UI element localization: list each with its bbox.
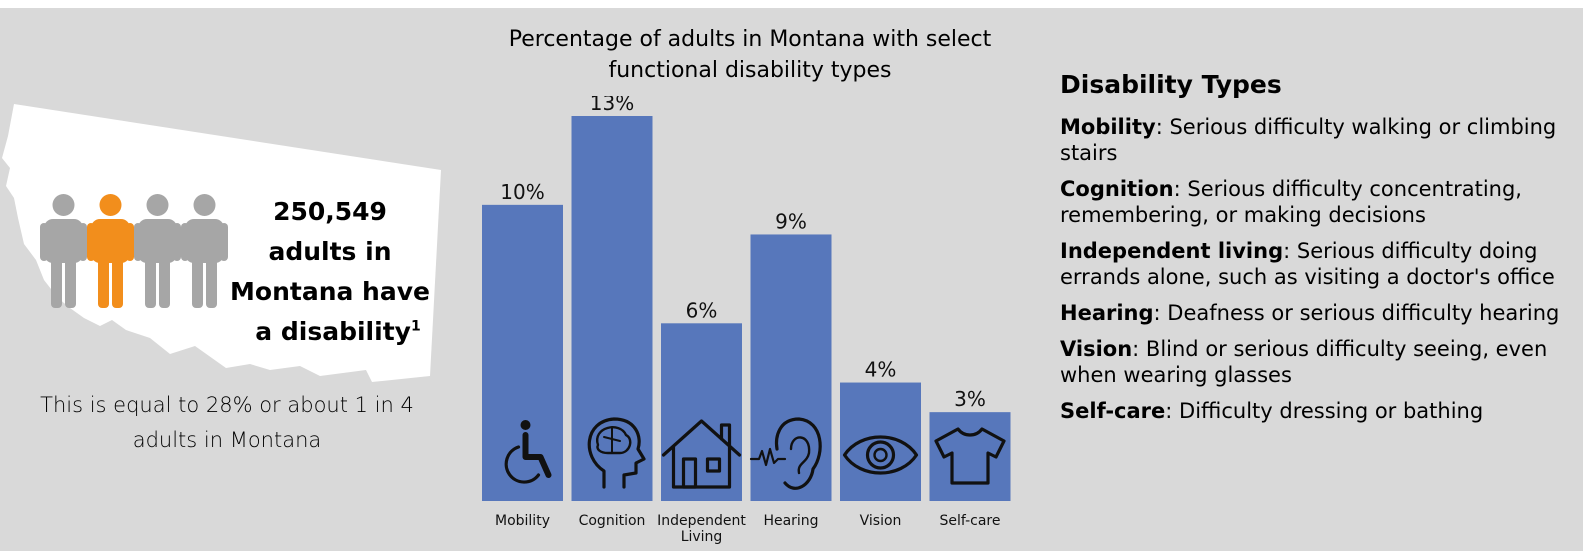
person-icon (87, 194, 134, 308)
disability-type-term: Mobility (1060, 115, 1156, 139)
data-label: 6% (686, 298, 718, 322)
bar-group: 13% Cognition (571, 96, 653, 529)
disability-bar-chart: 10% Mobility 13% Cognition 6% IndependentLivi… (482, 96, 1011, 545)
bar-group: 3% Self-care (929, 387, 1011, 529)
disability-type-item: Cognition: Serious difficulty concentrat… (1060, 176, 1580, 228)
data-label: 10% (500, 180, 544, 204)
category-label: Living (681, 529, 723, 545)
headline: 250,549 adults in Montana have a disabil… (230, 192, 430, 352)
category-label: Hearing (763, 513, 818, 529)
category-label: Vision (860, 513, 902, 529)
category-label: Self-care (940, 513, 1001, 529)
data-label: 4% (865, 358, 897, 382)
disability-type-description: : Deafness or serious difficulty hearing (1153, 301, 1560, 325)
data-label: 13% (590, 96, 634, 115)
category-label: Cognition (579, 513, 646, 529)
data-label: 3% (954, 387, 986, 411)
disability-type-item: Self-care: Difficulty dressing or bathin… (1060, 398, 1580, 424)
person-icon (181, 194, 228, 308)
disability-type-term: Vision (1060, 337, 1133, 361)
category-label: Independent (657, 513, 746, 529)
disability-type-term: Hearing (1060, 301, 1154, 325)
person-icon (40, 194, 87, 308)
disability-type-term: Independent living (1060, 239, 1284, 263)
bar-group: 9% Hearing (749, 209, 832, 529)
brain-head-icon (587, 417, 646, 489)
disability-type-description: : Blind or serious difficulty seeing, ev… (1060, 337, 1548, 387)
house-icon (661, 419, 742, 489)
headline-line-2: adults in (268, 237, 392, 266)
bar (750, 234, 832, 501)
disability-type-description: : Serious difficulty concentrating, reme… (1060, 177, 1522, 227)
headline-line-1: 250,549 (273, 197, 387, 226)
data-label: 9% (775, 209, 807, 233)
footnote-marker: 1 (410, 318, 421, 335)
disability-type-item: Vision: Blind or serious difficulty seei… (1060, 336, 1580, 388)
disability-type-item: Independent living: Serious difficulty d… (1060, 238, 1580, 290)
bar (929, 412, 1011, 501)
wheelchair-icon (504, 420, 552, 484)
headline-line-3: Montana have (230, 277, 430, 306)
category-label: Mobility (495, 513, 550, 529)
eye-icon (842, 435, 919, 475)
headline-line-4-text: a disability (255, 317, 411, 346)
disability-type-description: : Difficulty dressing or bathing (1165, 399, 1484, 423)
ear-icon (749, 417, 822, 490)
bar-group: 10% Mobility (482, 180, 563, 529)
infographic-panel: 250,549 adults in Montana have a disabil… (0, 8, 1583, 551)
disability-type-item: Hearing: Deafness or serious difficulty … (1060, 300, 1580, 326)
bar-group: 4% Vision (840, 358, 921, 529)
disability-type-description: : Serious difficulty doing errands alone… (1060, 239, 1555, 289)
shirt-icon (934, 427, 1006, 485)
disability-types-title: Disability Types (1060, 70, 1282, 99)
headline-line-4: a disability1 (230, 312, 430, 352)
summary-text: This is equal to 28% or about 1 in 4 adu… (40, 393, 414, 452)
disability-types-panel: Disability Types Mobility: Serious diffi… (1060, 68, 1580, 434)
disability-type-item: Mobility: Serious difficulty walking or … (1060, 114, 1580, 166)
disability-type-term: Self-care (1060, 399, 1166, 423)
disability-types-list: Mobility: Serious difficulty walking or … (1060, 114, 1580, 424)
person-icon (134, 194, 181, 308)
people-icons (40, 194, 228, 308)
disability-type-term: Cognition (1060, 177, 1174, 201)
chart-title: Percentage of adults in Montana with sel… (508, 27, 992, 83)
disability-type-description: : Serious difficulty walking or climbing… (1060, 115, 1557, 165)
